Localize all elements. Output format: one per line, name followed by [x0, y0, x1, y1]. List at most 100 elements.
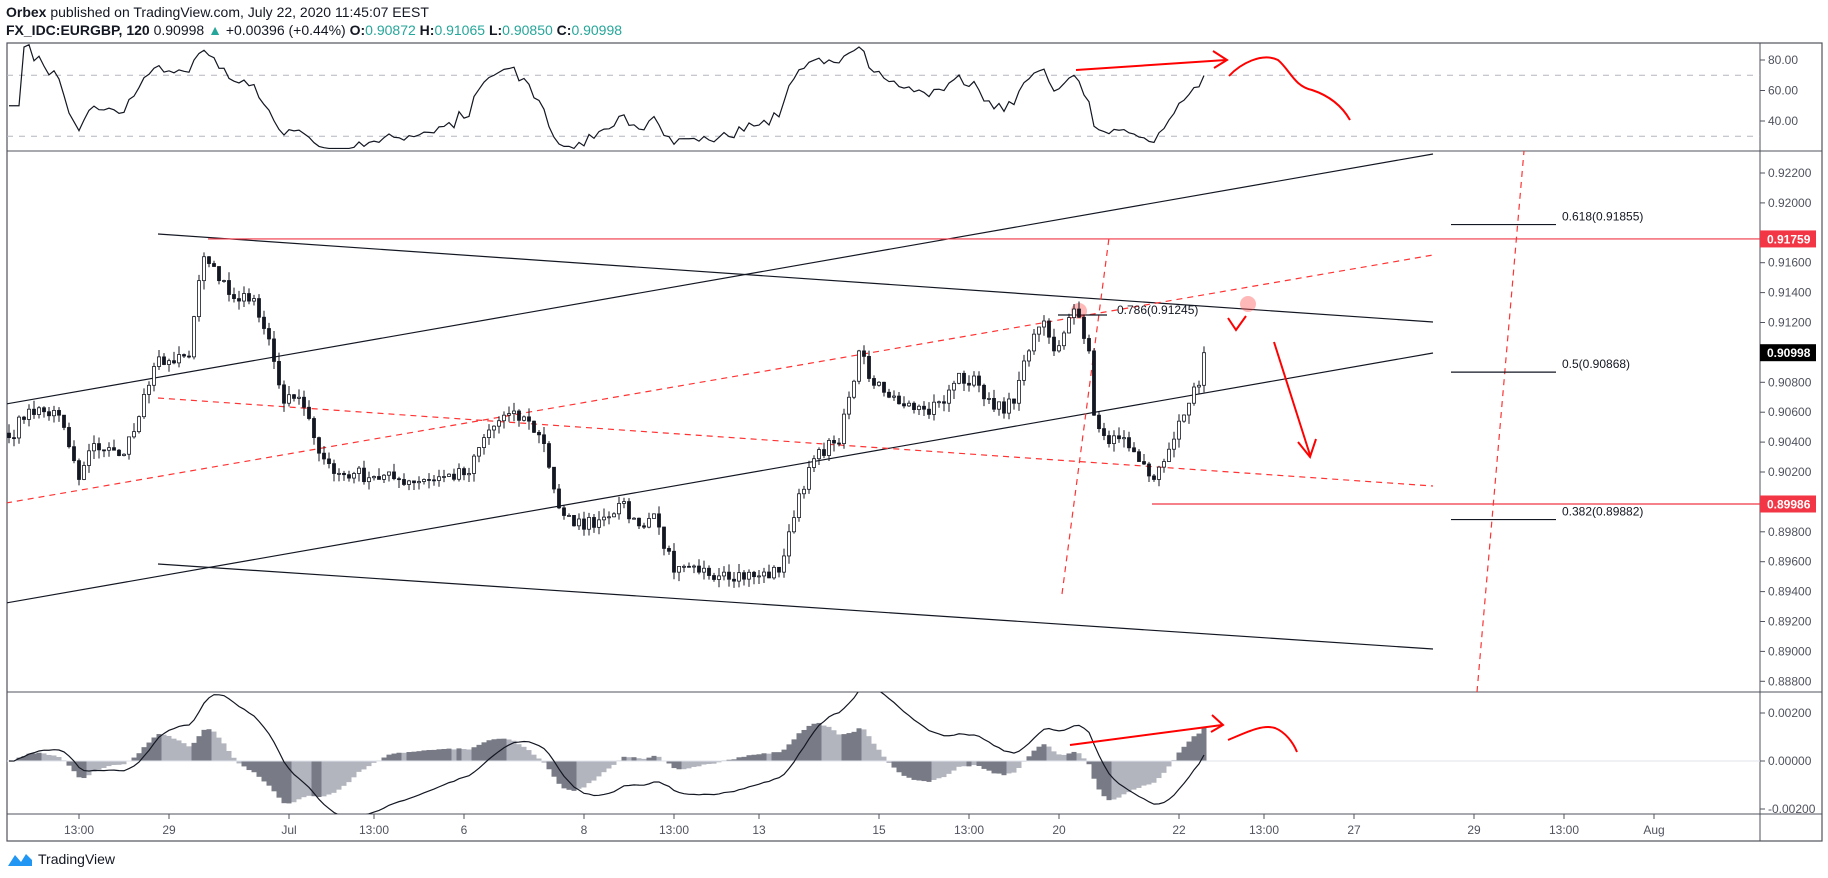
candle-body-down — [77, 460, 81, 480]
candle — [67, 422, 71, 449]
candle-body-up — [407, 480, 411, 485]
macd-histogram-bar — [846, 733, 852, 761]
macd-histogram-bar — [546, 761, 552, 770]
price-tick-label: 0.89800 — [1768, 525, 1812, 539]
rsi-tick-label: 80.00 — [1768, 53, 1798, 67]
candle — [587, 512, 591, 536]
up-arrow-annotation — [1227, 315, 1247, 332]
macd-histogram-bar — [441, 748, 447, 761]
candle-body-down — [897, 395, 901, 405]
candle — [622, 497, 626, 509]
candle — [282, 380, 286, 412]
steep-dashed-line[interactable] — [1061, 237, 1110, 595]
rsi-divergence-arrow — [1075, 59, 1227, 71]
candle-body-up — [612, 513, 616, 518]
macd-histogram-bar — [386, 754, 392, 761]
candle-body-down — [187, 355, 191, 358]
macd-histogram-bar — [261, 761, 267, 782]
macd-histogram-bar — [1031, 750, 1037, 761]
candle — [527, 408, 531, 430]
macd-histogram-bar — [241, 761, 247, 767]
candle-body-up — [382, 474, 386, 480]
candle-body-up — [577, 518, 581, 527]
descending-lower-line[interactable] — [157, 563, 1434, 650]
candle-body-up — [1197, 384, 1201, 388]
price-axis[interactable]: 0.92200 0.92000 0.91600 0.91400 0.91200 0.908… — [1760, 53, 1816, 816]
candle-body-down — [42, 407, 46, 413]
candle-body-up — [652, 513, 656, 519]
macd-histogram-bar — [401, 752, 407, 761]
macd-histogram-bar — [106, 761, 112, 767]
descending-mid-dashed-line[interactable] — [157, 397, 1434, 487]
channel-lower-line[interactable] — [6, 352, 1434, 604]
candle-body-down — [282, 384, 286, 404]
candle-body-up — [107, 447, 111, 451]
candle-body-down — [822, 449, 826, 456]
candle-body-up — [192, 316, 196, 358]
macd-histogram-bar — [821, 725, 827, 761]
candle-body-up — [722, 571, 726, 577]
candle — [502, 411, 506, 429]
candle-body-down — [767, 571, 771, 579]
channel-upper-line[interactable] — [6, 153, 1434, 405]
macd-histogram-bar — [436, 749, 442, 761]
candle-body-down — [1092, 350, 1096, 416]
candle-body-up — [632, 517, 636, 520]
tradingview-logo[interactable]: TradingView — [6, 850, 115, 868]
symbol-name[interactable]: FX_IDC:EURGBP, 120 — [6, 22, 150, 38]
time-axis[interactable]: 13:00 29 Jul 13:00 6 8 13:00 13 15 13:00 20 22 13:00… — [64, 814, 1665, 837]
candle-body-up — [127, 436, 131, 455]
candle-body-down — [307, 406, 311, 419]
macd-histogram-bar — [686, 761, 692, 769]
candle-body-down — [592, 517, 596, 528]
candle-body-down — [657, 513, 661, 528]
descending-upper-line[interactable] — [157, 233, 1434, 323]
candle-body-up — [917, 405, 921, 410]
candle — [1197, 380, 1201, 395]
macd-histogram-bar — [1141, 761, 1147, 786]
price-tick-label: 0.91200 — [1768, 316, 1812, 330]
candle-body-down — [342, 472, 346, 476]
macd-histogram-bar — [1041, 744, 1047, 761]
candle-body-up — [957, 372, 961, 384]
macd-annotations — [1069, 714, 1298, 753]
candle — [232, 287, 236, 303]
macd-histogram-bar — [861, 729, 867, 761]
time-tick-label: 13:00 — [954, 823, 984, 837]
candle-body-up — [1067, 317, 1071, 334]
candle — [492, 425, 496, 439]
candle — [1022, 354, 1026, 386]
price-label-value: 0.91759 — [1767, 232, 1811, 246]
candle-body-down — [317, 437, 321, 454]
candle-body-up — [352, 473, 356, 479]
candle — [1147, 461, 1151, 482]
candle — [1112, 430, 1116, 452]
candle — [992, 389, 996, 412]
steep-dashed-line-right[interactable] — [1476, 151, 1525, 692]
candle-body-down — [322, 452, 326, 460]
candle — [792, 510, 796, 534]
candle-body-down — [672, 550, 676, 573]
candle-body-up — [1167, 448, 1171, 462]
candle-body-down — [347, 474, 351, 479]
candle — [1152, 473, 1156, 482]
candle-body-down — [1147, 463, 1151, 477]
macd-histogram-bar — [1096, 761, 1102, 790]
candle-body-down — [687, 565, 691, 568]
candle-body-up — [842, 413, 846, 444]
candle — [1047, 318, 1051, 344]
channel-mid-dashed-line[interactable] — [6, 254, 1434, 504]
candle-body-down — [532, 420, 536, 433]
macd-histogram-bar — [981, 761, 987, 769]
candle — [247, 288, 251, 305]
candle — [1132, 442, 1136, 453]
candle — [1167, 442, 1171, 462]
macd-histogram-bar — [361, 761, 367, 770]
macd-histogram-bar — [586, 761, 592, 784]
candle-body-up — [1037, 326, 1041, 335]
macd-histogram-bar — [151, 737, 157, 761]
macd-histogram-bar — [806, 725, 812, 761]
macd-tick-label: -0.00200 — [1768, 802, 1816, 816]
candle-body-down — [662, 526, 666, 549]
